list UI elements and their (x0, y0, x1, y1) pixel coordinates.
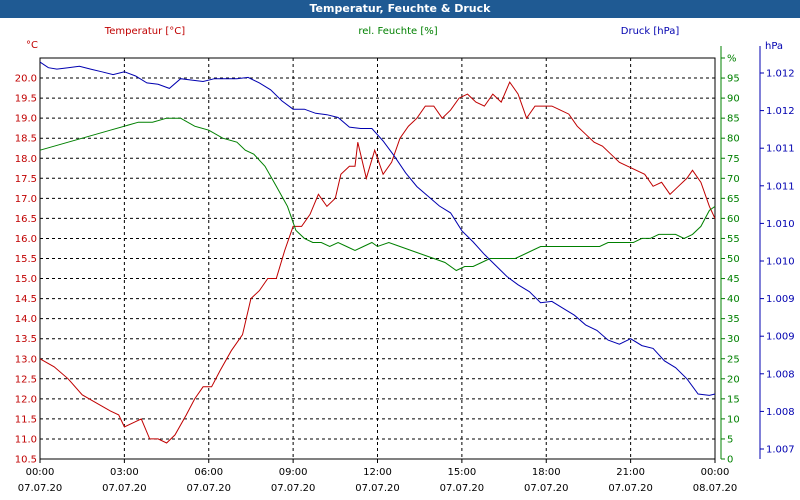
pressure-tick-label: 1.009 (766, 294, 795, 305)
humidity-tick-label: 90 (727, 94, 740, 105)
x-tick-date: 07.07.20 (271, 483, 316, 494)
temperature-tick-label: 13.0 (15, 354, 37, 365)
temperature-axis-header: Temperatur [°C] (104, 26, 185, 37)
temperature-tick-label: 11.5 (15, 414, 37, 425)
x-tick-date: 07.07.20 (186, 483, 231, 494)
chart-svg: 10.5 11.0 11.5 12.0 12.5 13.0 13.5 14.0 14.5 15.0… (15, 26, 795, 494)
temperature-tick-label: 17.0 (15, 194, 37, 205)
humidity-tick-label: 85 (727, 114, 740, 125)
x-tick-time: 03:00 (110, 467, 139, 478)
pressure-tick-label: 1.012 (766, 69, 795, 80)
pressure-unit-label: hPa (765, 41, 783, 52)
temperature-tick-label: 13.5 (15, 334, 37, 345)
pressure-series-line (39, 61, 716, 396)
temperature-tick-label: 15.0 (15, 274, 37, 285)
pressure-tick-label: 1.010 (766, 219, 795, 230)
humidity-tick-label: 35 (727, 314, 740, 325)
humidity-tick-label: 25 (727, 354, 740, 365)
pressure-tick-label: 1.012 (766, 106, 795, 117)
humidity-axis-header: rel. Feuchte [%] (358, 26, 437, 37)
x-tick-time: 00:00 (26, 467, 55, 478)
humidity-tick-label: 95 (727, 74, 740, 85)
x-tick-date: 07.07.20 (355, 483, 400, 494)
humidity-tick-label: 80 (727, 134, 740, 145)
humidity-tick-label: 30 (727, 334, 740, 345)
humidity-tick-label: 10 (727, 414, 740, 425)
pressure-axis-header: Druck [hPa] (621, 26, 680, 37)
pressure-tick-label: 1.011 (766, 144, 795, 155)
humidity-tick-label: 55 (727, 234, 740, 245)
temperature-tick-label: 16.0 (15, 234, 37, 245)
temperature-tick-label: 10.5 (15, 455, 37, 466)
humidity-tick-label: 40 (727, 294, 740, 305)
humidity-tick-label: % (727, 54, 737, 65)
pressure-tick-label: 1.008 (766, 369, 795, 380)
window-title: Temperatur, Feuchte & Druck (0, 0, 800, 18)
pressure-tick-label: 1.007 (766, 445, 795, 456)
temperature-tick-label: 11.0 (15, 434, 37, 445)
x-tick-date: 08.07.20 (693, 483, 738, 494)
temperature-tick-label: 15.5 (15, 254, 37, 265)
pressure-tick-label: 1.010 (766, 257, 795, 268)
x-tick-date: 07.07.20 (524, 483, 569, 494)
temperature-tick-label: 17.5 (15, 174, 37, 185)
humidity-tick-label: 70 (727, 174, 740, 185)
temperature-unit-label: °C (26, 40, 38, 51)
x-tick-time: 12:00 (363, 467, 392, 478)
temperature-tick-label: 19.0 (15, 114, 37, 125)
humidity-tick-label: 50 (727, 254, 740, 265)
temperature-tick-label: 18.0 (15, 154, 37, 165)
temperature-tick-label: 18.5 (15, 134, 37, 145)
temperature-tick-label: 19.5 (15, 94, 37, 105)
humidity-tick-label: 45 (727, 274, 740, 285)
humidity-tick-label: 65 (727, 194, 740, 205)
x-tick-date: 07.07.20 (18, 483, 63, 494)
x-tick-time: 06:00 (194, 467, 223, 478)
x-tick-time: 21:00 (616, 467, 645, 478)
temperature-tick-label: 16.5 (15, 214, 37, 225)
humidity-tick-label: 15 (727, 394, 740, 405)
x-tick-date: 07.07.20 (608, 483, 653, 494)
humidity-tick-label: 60 (727, 214, 740, 225)
pressure-tick-label: 1.009 (766, 332, 795, 343)
x-tick-time: 09:00 (279, 467, 308, 478)
temperature-tick-label: 12.5 (15, 374, 37, 385)
pressure-tick-label: 1.008 (766, 407, 795, 418)
x-tick-time: 18:00 (532, 467, 561, 478)
temperature-series-line (39, 81, 716, 444)
pressure-tick-label: 1.011 (766, 181, 795, 192)
x-tick-time: 00:00 (701, 467, 730, 478)
humidity-tick-label: 0 (727, 455, 733, 466)
temperature-tick-label: 14.0 (15, 314, 37, 325)
temperature-tick-label: 20.0 (15, 74, 37, 85)
humidity-tick-label: 75 (727, 154, 740, 165)
humidity-series-line (39, 117, 716, 272)
x-tick-date: 07.07.20 (440, 483, 485, 494)
humidity-tick-label: 20 (727, 374, 740, 385)
x-tick-time: 15:00 (447, 467, 476, 478)
temperature-tick-label: 12.0 (15, 394, 37, 405)
temperature-tick-label: 14.5 (15, 294, 37, 305)
humidity-tick-label: 5 (727, 434, 733, 445)
x-tick-date: 07.07.20 (102, 483, 147, 494)
